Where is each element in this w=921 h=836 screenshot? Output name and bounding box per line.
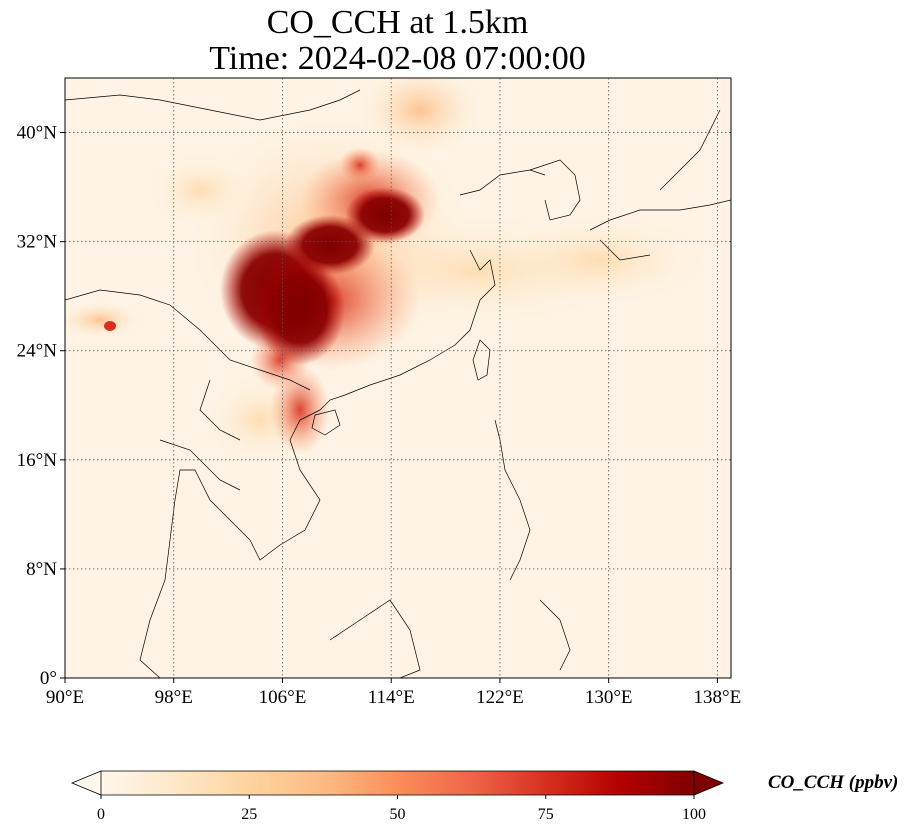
map-frame (64, 77, 732, 679)
lat-tick-label: 32°N (17, 232, 58, 253)
lat-tick-label: 40°N (17, 123, 58, 144)
longitude-axis: 90°E 98°E 106°E 114°E 122°E 130°E 138°E (46, 678, 741, 708)
colorbar: 0 25 50 75 100 CO_CCH (ppbv) (70, 770, 898, 823)
lat-tick-label: 8°N (26, 559, 57, 580)
colorbar-tick-label: 0 (97, 806, 105, 823)
colorbar-label: CO_CCH (ppbv) (768, 772, 898, 793)
colorbar-tick-label: 25 (241, 806, 257, 823)
colorbar-gradient (101, 771, 694, 795)
lon-tick-label: 106°E (259, 687, 307, 708)
lon-tick-label: 130°E (585, 687, 633, 708)
latitude-axis: 0° 8°N 16°N 24°N 32°N 40°N (17, 123, 65, 689)
lon-tick-label: 138°E (694, 687, 742, 708)
lon-tick-label: 122°E (476, 687, 524, 708)
colorbar-tick-label: 75 (538, 806, 554, 823)
lat-tick-label: 24°N (17, 341, 58, 362)
lat-tick-label: 16°N (17, 450, 58, 471)
map-title: CO_CCH at 1.5km (266, 4, 529, 41)
colorbar-tick-label: 50 (390, 806, 406, 823)
colorbar-tick-label: 100 (682, 806, 706, 823)
lon-tick-label: 98°E (155, 687, 193, 708)
colorbar-extend-high (693, 770, 725, 796)
lat-tick-label: 0° (40, 668, 57, 689)
colorbar-extend-low (70, 770, 102, 796)
lon-tick-label: 90°E (46, 687, 84, 708)
map-subtitle-time: Time: 2024-02-08 07:00:00 (209, 40, 586, 77)
colorbar-ticks: 0 25 50 75 100 (97, 795, 706, 823)
gridlines (65, 78, 731, 678)
lon-tick-label: 114°E (368, 687, 415, 708)
co-concentration-field (65, 78, 720, 470)
map-plot-area (64, 77, 732, 679)
